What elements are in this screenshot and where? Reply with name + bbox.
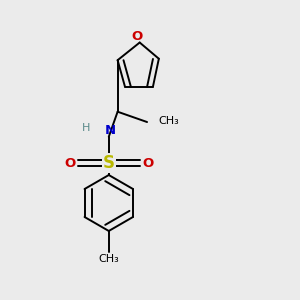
- Text: H: H: [82, 123, 90, 133]
- Text: S: S: [103, 154, 115, 172]
- Text: N: N: [105, 124, 116, 137]
- Text: CH₃: CH₃: [98, 254, 119, 264]
- Text: O: O: [132, 30, 143, 43]
- Text: O: O: [64, 157, 75, 170]
- Text: CH₃: CH₃: [158, 116, 179, 126]
- Text: O: O: [142, 157, 154, 170]
